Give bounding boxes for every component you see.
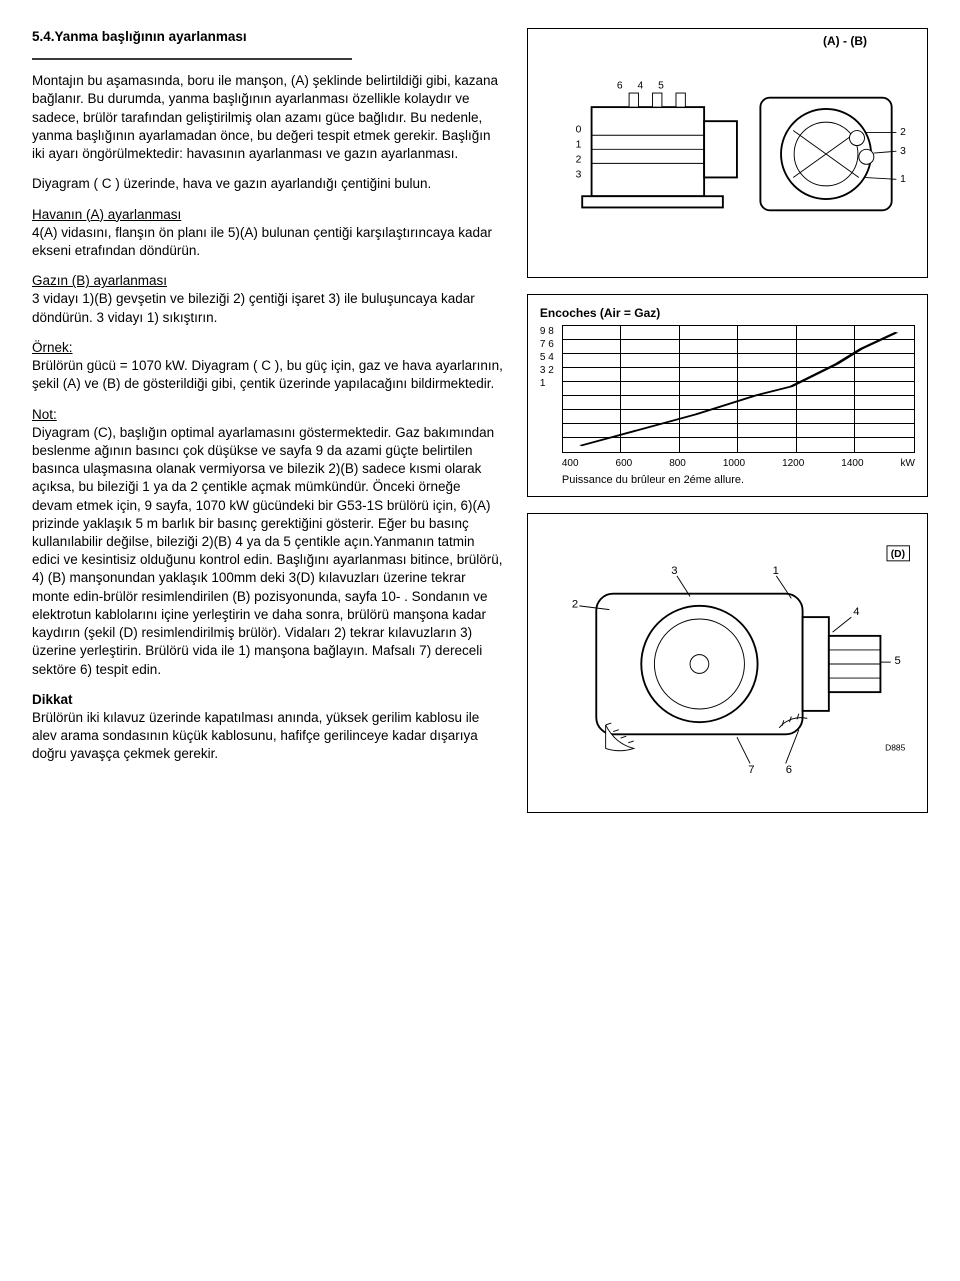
warning-heading: Dikkat xyxy=(32,692,73,707)
warning-body: Brülörün iki kılavuz üzerinde kapatılmas… xyxy=(32,710,479,761)
x-tick: 600 xyxy=(616,457,633,471)
chart-x-axis: 400 600 800 1000 1200 1400 kW xyxy=(562,453,915,471)
chart-grid xyxy=(562,325,915,453)
figure-d-label: (D) xyxy=(891,549,905,560)
callout-d2: 2 xyxy=(572,598,578,610)
callout-3: 3 xyxy=(576,169,582,180)
callout-d1: 1 xyxy=(772,565,778,577)
figure-c-chart: Encoches (Air = Gaz) 9 8 7 6 5 4 3 2 1 4… xyxy=(527,294,928,497)
note-block: Not: Diyagram (C), başlığın optimal ayar… xyxy=(32,406,503,679)
callout-d6: 6 xyxy=(786,763,792,775)
figure-d: (D) 2 3 1 xyxy=(527,513,928,813)
figure-ab-svg: 6 4 5 0 1 2 3 2 3 1 xyxy=(540,39,915,269)
gas-adjust-block: Gazın (B) ayarlanması 3 vidayı 1)(B) gev… xyxy=(32,272,503,327)
section-heading: 5.4.Yanma başlığının ayarlanması xyxy=(32,28,503,46)
callout-6: 6 xyxy=(617,80,623,91)
gas-adjust-heading: Gazın (B) ayarlanması xyxy=(32,273,167,288)
y-tick: 3 2 xyxy=(540,364,554,377)
note-body: Diyagram (C), başlığın optimal ayarlamas… xyxy=(32,425,503,677)
x-tick: kW xyxy=(901,457,915,471)
note-heading: Not: xyxy=(32,407,57,422)
x-tick: 400 xyxy=(562,457,579,471)
chart-x-caption: Puissance du brûleur en 2éme allure. xyxy=(562,473,915,488)
x-tick: 800 xyxy=(669,457,686,471)
gas-adjust-body: 3 vidayı 1)(B) gevşetin ve bileziği 2) ç… xyxy=(32,291,475,324)
y-tick: 9 8 xyxy=(540,325,554,338)
callout-d5: 5 xyxy=(894,655,900,667)
figure-d-code: D885 xyxy=(885,742,905,752)
y-tick: 7 6 xyxy=(540,338,554,351)
y-tick: 1 xyxy=(540,377,554,390)
callout-r3: 3 xyxy=(900,146,906,157)
section-rule xyxy=(32,58,352,60)
figure-d-svg: (D) 2 3 1 xyxy=(540,524,915,804)
callout-5: 5 xyxy=(658,80,664,91)
callout-1: 1 xyxy=(576,139,582,150)
section-title: Yanma başlığının ayarlanması xyxy=(55,29,247,44)
x-tick: 1000 xyxy=(723,457,745,471)
x-tick: 1200 xyxy=(782,457,804,471)
air-adjust-body: 4(A) vidasını, flanşın ön planı ile 5)(A… xyxy=(32,225,492,258)
callout-r2: 2 xyxy=(900,127,906,138)
warning-block: Dikkat Brülörün iki kılavuz üzerinde kap… xyxy=(32,691,503,764)
callout-4: 4 xyxy=(637,80,643,91)
y-tick: 5 4 xyxy=(540,351,554,364)
section-number: 5.4. xyxy=(32,29,55,44)
intro-paragraph: Montajın bu aşamasında, boru ile manşon,… xyxy=(32,72,503,163)
example-heading: Örnek: xyxy=(32,340,73,355)
example-body: Brülörün gücü = 1070 kW. Diyagram ( C ),… xyxy=(32,358,503,391)
air-adjust-block: Havanın (A) ayarlanması 4(A) vidasını, f… xyxy=(32,206,503,261)
callout-d7: 7 xyxy=(748,763,754,775)
air-adjust-heading: Havanın (A) ayarlanması xyxy=(32,207,181,222)
example-block: Örnek: Brülörün gücü = 1070 kW. Diyagram… xyxy=(32,339,503,394)
chart-y-axis: 9 8 7 6 5 4 3 2 1 xyxy=(540,325,554,390)
figure-ab: (A) - (B) 6 4 5 0 1 xyxy=(527,28,928,278)
callout-0: 0 xyxy=(576,124,582,135)
figure-ab-label: (A) - (B) xyxy=(823,33,867,49)
chart-title: Encoches (Air = Gaz) xyxy=(540,305,915,321)
callout-2: 2 xyxy=(576,154,582,165)
x-tick: 1400 xyxy=(841,457,863,471)
callout-d3: 3 xyxy=(671,565,677,577)
diagram-c-paragraph: Diyagram ( C ) üzerinde, hava ve gazın a… xyxy=(32,175,503,193)
callout-r1: 1 xyxy=(900,174,906,185)
callout-d4: 4 xyxy=(853,606,859,618)
